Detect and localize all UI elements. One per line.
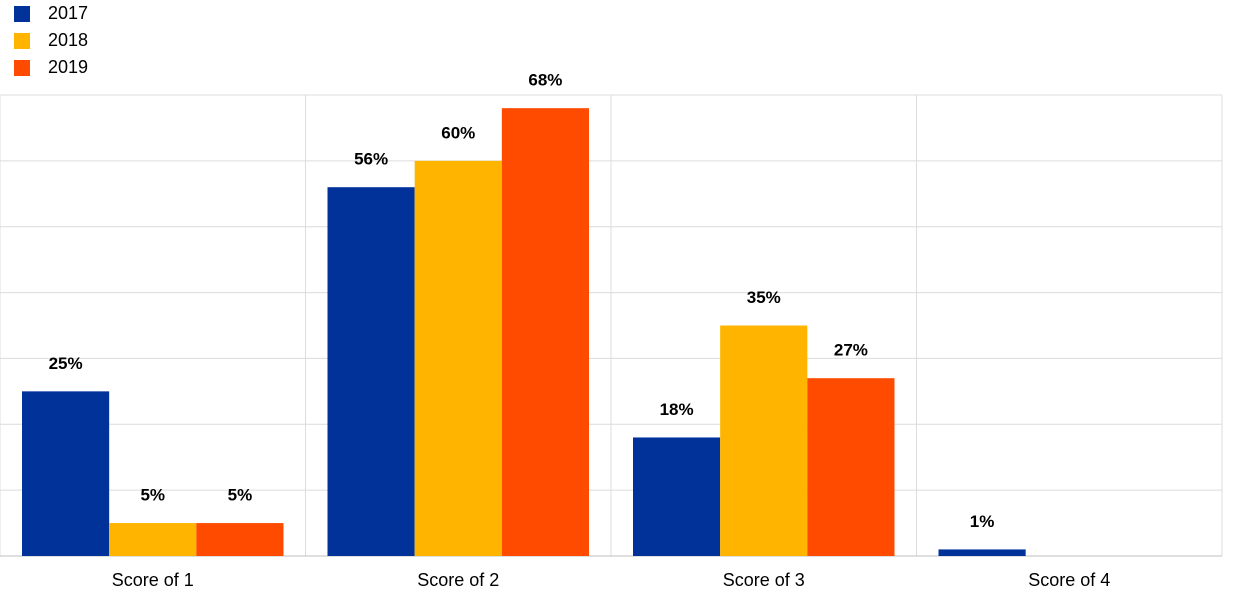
bar <box>938 549 1026 556</box>
value-label: 18% <box>660 400 694 419</box>
bar <box>196 523 284 556</box>
bar <box>109 523 197 556</box>
legend-label: 2019 <box>48 57 88 77</box>
value-label: 68% <box>528 71 562 90</box>
bar <box>807 378 895 556</box>
value-label: 56% <box>354 150 388 169</box>
x-tick-label: Score of 3 <box>723 570 805 590</box>
value-label: 35% <box>747 288 781 307</box>
value-label: 5% <box>140 486 165 505</box>
bar <box>720 325 808 556</box>
bar <box>633 437 721 556</box>
legend-label: 2018 <box>48 30 88 50</box>
legend-label: 2017 <box>48 3 88 23</box>
bar <box>501 108 589 557</box>
x-tick-label: Score of 1 <box>112 570 194 590</box>
value-label: 1% <box>970 512 995 531</box>
bar <box>327 187 415 556</box>
legend-swatch <box>14 33 30 49</box>
legend-swatch <box>14 60 30 76</box>
legend-swatch <box>14 6 30 22</box>
bar <box>22 391 110 556</box>
value-label: 27% <box>834 341 868 360</box>
bar <box>414 160 502 556</box>
x-tick-label: Score of 4 <box>1028 570 1110 590</box>
x-tick-label: Score of 2 <box>417 570 499 590</box>
value-label: 25% <box>49 354 83 373</box>
value-label: 5% <box>228 486 253 505</box>
value-label: 60% <box>441 123 475 142</box>
